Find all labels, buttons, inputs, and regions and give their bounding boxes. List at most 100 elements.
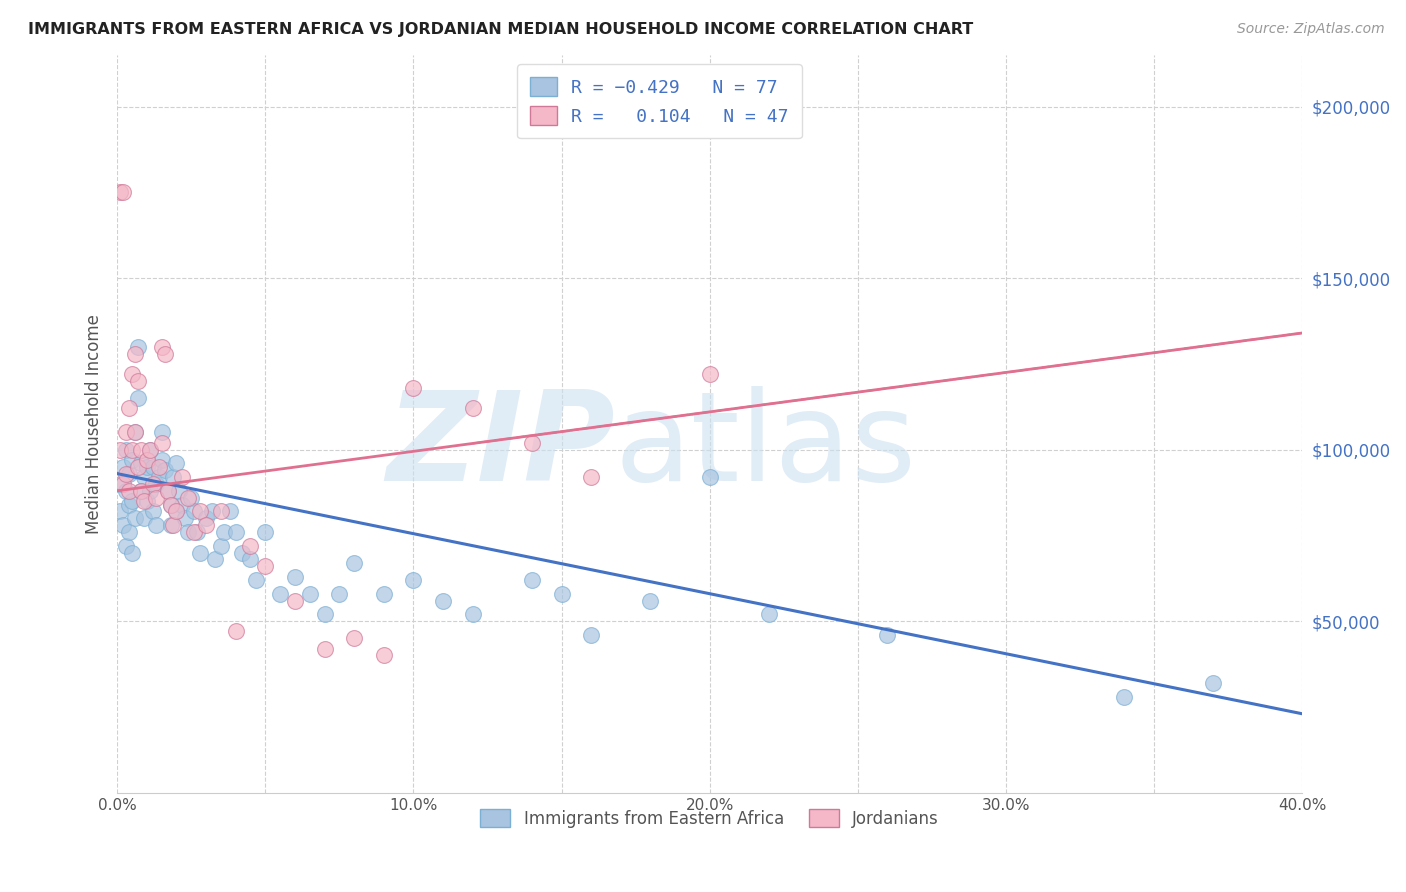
- Point: [153, 346, 176, 360]
- Point: [162, 470, 184, 484]
- Point: [108, 477, 131, 491]
- Point: [129, 483, 152, 498]
- Point: [112, 518, 135, 533]
- Point: [118, 467, 141, 481]
- Point: [129, 483, 152, 498]
- Point: [127, 391, 149, 405]
- Point: [139, 442, 162, 457]
- Point: [121, 442, 143, 457]
- Point: [135, 459, 157, 474]
- Point: [150, 425, 173, 440]
- Point: [150, 340, 173, 354]
- Point: [254, 524, 277, 539]
- Point: [204, 552, 226, 566]
- Point: [118, 498, 141, 512]
- Point: [188, 504, 211, 518]
- Point: [188, 545, 211, 559]
- Point: [124, 425, 146, 440]
- Point: [129, 442, 152, 457]
- Point: [112, 459, 135, 474]
- Point: [343, 632, 366, 646]
- Point: [156, 483, 179, 498]
- Point: [118, 483, 141, 498]
- Point: [212, 524, 235, 539]
- Point: [112, 186, 135, 200]
- Legend: Immigrants from Eastern Africa, Jordanians: Immigrants from Eastern Africa, Jordania…: [472, 801, 948, 836]
- Point: [239, 552, 262, 566]
- Text: IMMIGRANTS FROM EASTERN AFRICA VS JORDANIAN MEDIAN HOUSEHOLD INCOME CORRELATION : IMMIGRANTS FROM EASTERN AFRICA VS JORDAN…: [28, 22, 973, 37]
- Point: [183, 504, 205, 518]
- Point: [172, 470, 194, 484]
- Point: [284, 569, 307, 583]
- Point: [183, 524, 205, 539]
- Point: [139, 483, 162, 498]
- Point: [145, 477, 167, 491]
- Point: [699, 470, 721, 484]
- Point: [159, 498, 181, 512]
- Point: [520, 573, 543, 587]
- Point: [195, 511, 218, 525]
- Point: [121, 545, 143, 559]
- Point: [343, 556, 366, 570]
- Point: [402, 573, 425, 587]
- Point: [209, 539, 232, 553]
- Point: [245, 573, 267, 587]
- Point: [112, 477, 135, 491]
- Point: [142, 477, 165, 491]
- Point: [225, 524, 247, 539]
- Point: [115, 483, 138, 498]
- Text: Source: ZipAtlas.com: Source: ZipAtlas.com: [1237, 22, 1385, 37]
- Point: [115, 467, 138, 481]
- Point: [520, 435, 543, 450]
- Point: [177, 524, 200, 539]
- Point: [142, 504, 165, 518]
- Point: [115, 425, 138, 440]
- Point: [461, 607, 484, 622]
- Point: [159, 518, 181, 533]
- Point: [550, 587, 572, 601]
- Point: [142, 459, 165, 474]
- Point: [169, 483, 191, 498]
- Point: [699, 367, 721, 381]
- Point: [139, 442, 162, 457]
- Point: [118, 401, 141, 416]
- Point: [177, 491, 200, 505]
- Point: [121, 367, 143, 381]
- Point: [135, 494, 157, 508]
- Point: [225, 624, 247, 639]
- Point: [201, 504, 224, 518]
- Point: [148, 470, 170, 484]
- Point: [132, 494, 155, 508]
- Y-axis label: Median Household Income: Median Household Income: [86, 314, 103, 533]
- Point: [150, 453, 173, 467]
- Point: [461, 401, 484, 416]
- Point: [127, 459, 149, 474]
- Point: [373, 587, 395, 601]
- Point: [132, 470, 155, 484]
- Point: [148, 459, 170, 474]
- Point: [180, 491, 202, 505]
- Point: [231, 545, 253, 559]
- Point: [162, 518, 184, 533]
- Point: [165, 504, 187, 518]
- Point: [132, 511, 155, 525]
- Point: [186, 524, 208, 539]
- Point: [314, 607, 336, 622]
- Point: [218, 504, 240, 518]
- Point: [402, 381, 425, 395]
- Point: [640, 593, 662, 607]
- Point: [284, 593, 307, 607]
- Point: [209, 504, 232, 518]
- Point: [115, 539, 138, 553]
- Point: [121, 453, 143, 467]
- Point: [172, 498, 194, 512]
- Point: [165, 456, 187, 470]
- Point: [876, 628, 898, 642]
- Point: [145, 518, 167, 533]
- Point: [121, 494, 143, 508]
- Point: [124, 425, 146, 440]
- Point: [127, 374, 149, 388]
- Point: [150, 435, 173, 450]
- Point: [269, 587, 291, 601]
- Point: [1114, 690, 1136, 704]
